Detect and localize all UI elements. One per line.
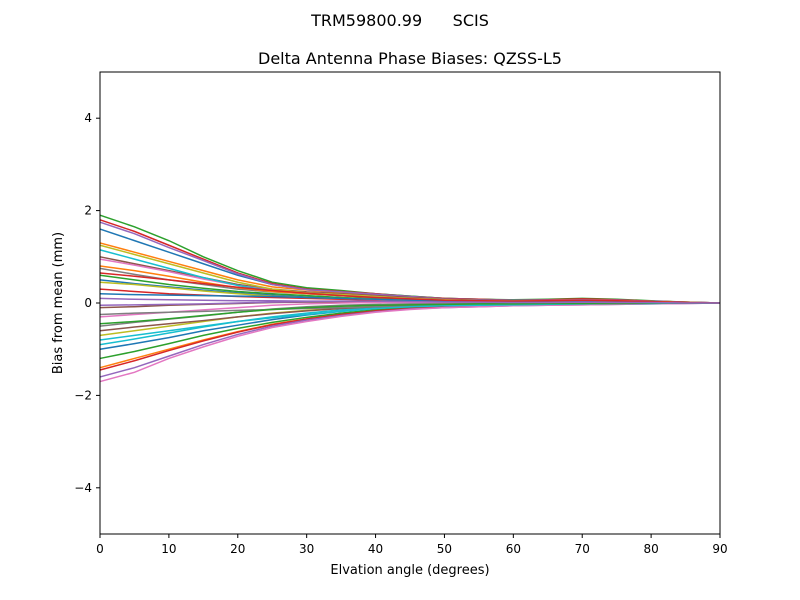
y-axis-label: Bias from mean (mm)	[51, 232, 66, 374]
y-tick-label: 2	[84, 204, 92, 218]
x-tick-label: 20	[230, 542, 245, 556]
y-tick-label: −4	[74, 481, 92, 495]
x-tick-label: 0	[96, 542, 104, 556]
series-line-27	[99, 302, 721, 383]
x-tick-label: 80	[643, 542, 658, 556]
x-tick-label: 40	[368, 542, 383, 556]
y-axis: −4 −2 0 2 4	[74, 111, 100, 495]
x-tick-label: 90	[712, 542, 727, 556]
x-tick-label: 30	[299, 542, 314, 556]
y-tick-label: 4	[84, 111, 92, 125]
series-line-34	[99, 300, 720, 307]
x-axis-label: Elvation angle (degrees)	[330, 563, 489, 578]
chart-title: Delta Antenna Phase Biases: QZSS-L5	[258, 49, 562, 68]
series-line-32	[99, 302, 720, 325]
y-tick-label: 0	[84, 296, 92, 310]
plot-lines	[99, 214, 721, 383]
x-tick-label: 10	[161, 542, 176, 556]
x-tick-label: 50	[437, 542, 452, 556]
x-tick-label: 60	[506, 542, 521, 556]
series-line-33	[99, 272, 721, 304]
x-tick-label: 70	[575, 542, 590, 556]
y-tick-label: −2	[74, 388, 92, 402]
figure-suptitle: TRM59800.99 SCIS	[310, 11, 489, 30]
x-axis: 0 10 20 30 40 50 60 70 80 90	[96, 534, 728, 556]
